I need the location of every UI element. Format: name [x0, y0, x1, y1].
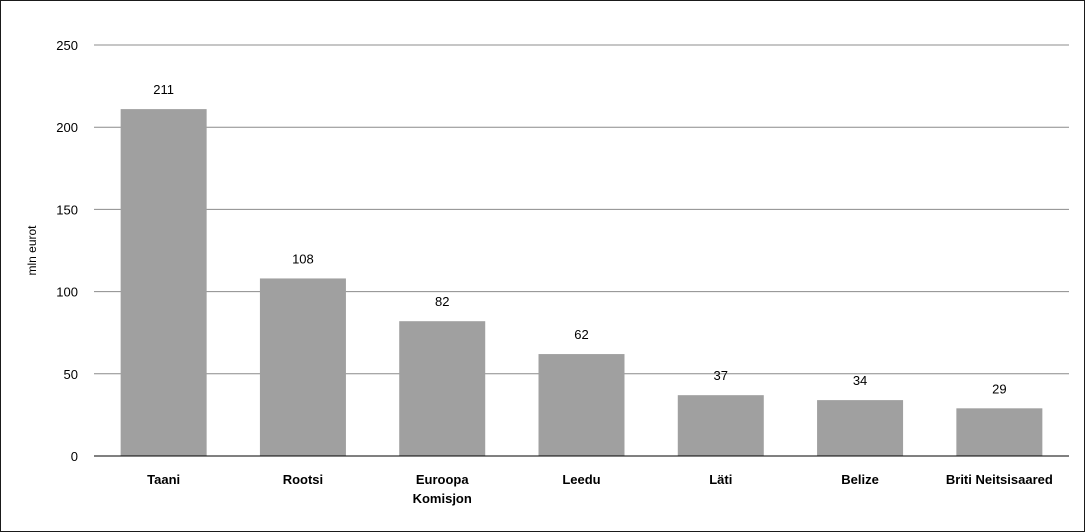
- x-category-label: Taani: [147, 472, 180, 487]
- x-category-label: Euroopa: [416, 472, 469, 487]
- x-axis-categories: Taani Rootsi Euroopa Komisjon Leedu Läti Beliz…: [147, 472, 1053, 506]
- y-tick-label: 150: [56, 202, 78, 217]
- bar: [120, 109, 207, 456]
- x-category-label: Rootsi: [283, 472, 323, 487]
- x-category-label: Belize: [841, 472, 879, 487]
- x-category-label: Briti Neitsisaared: [946, 472, 1053, 487]
- gridlines: [94, 44, 1069, 375]
- bars: [120, 109, 1043, 456]
- y-tick-label: 250: [56, 38, 78, 53]
- y-tick-label: 100: [56, 285, 78, 300]
- data-label: 82: [435, 294, 449, 309]
- bar: [956, 408, 1043, 456]
- x-category-label: Leedu: [562, 472, 600, 487]
- y-axis-title: mln eurot: [25, 225, 39, 276]
- bar: [817, 400, 904, 456]
- x-category-label: Komisjon: [413, 491, 472, 506]
- y-axis-ticks: 0 50 100 150 200 250: [56, 38, 78, 464]
- bar: [677, 395, 764, 456]
- data-label: 62: [574, 327, 588, 342]
- y-tick-label: 50: [64, 367, 78, 382]
- data-label: 29: [992, 381, 1006, 396]
- bar: [259, 278, 346, 456]
- data-label: 37: [714, 368, 728, 383]
- data-labels: 211 108 82 62 37 34 29: [153, 82, 1006, 396]
- y-tick-label: 0: [71, 449, 78, 464]
- data-label: 34: [853, 373, 867, 388]
- y-tick-label: 200: [56, 120, 78, 135]
- bar: [538, 354, 625, 456]
- bar: [399, 321, 486, 456]
- data-label: 108: [292, 251, 314, 266]
- x-category-label: Läti: [709, 472, 732, 487]
- data-label: 211: [153, 82, 174, 97]
